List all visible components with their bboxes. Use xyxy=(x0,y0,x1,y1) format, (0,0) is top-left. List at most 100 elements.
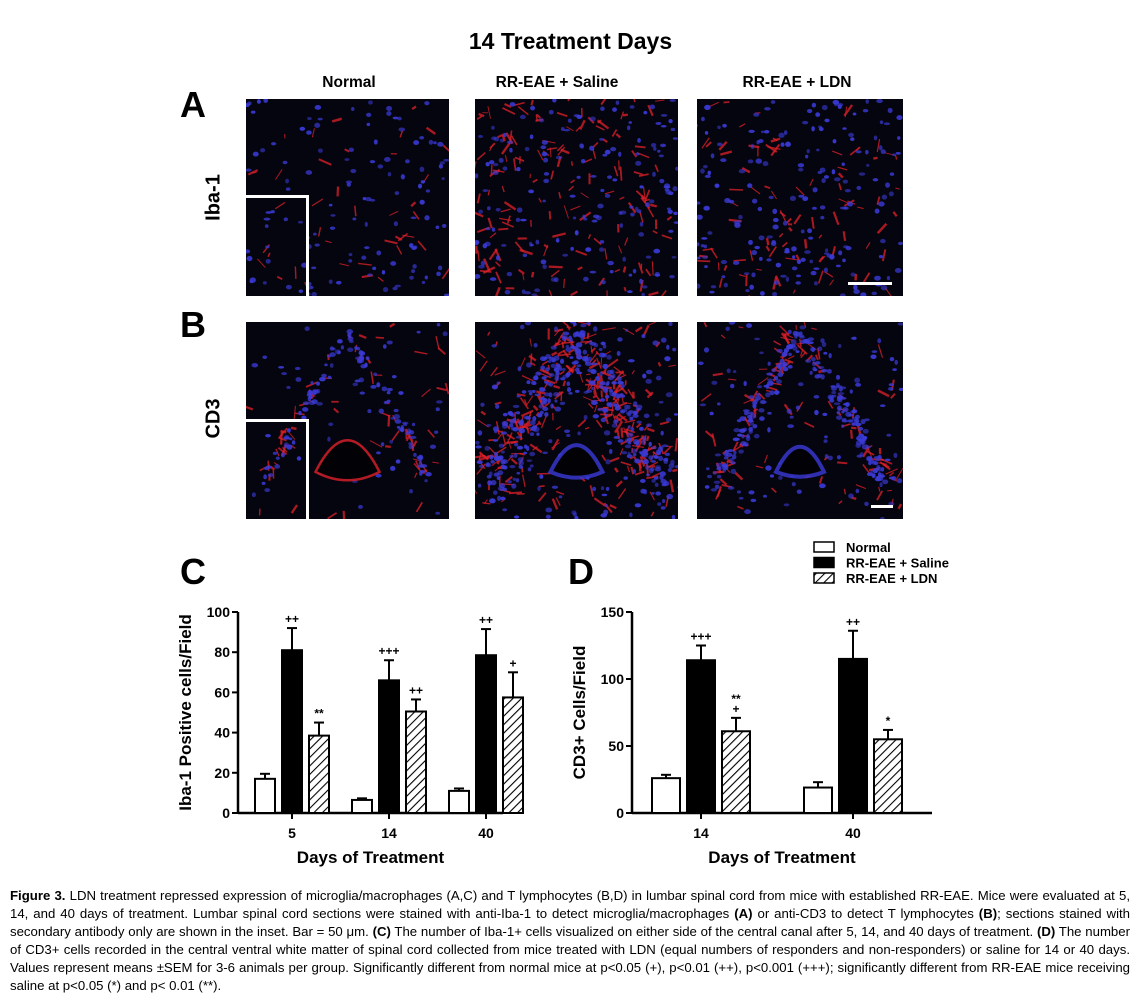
nucleus xyxy=(500,464,506,470)
nucleus xyxy=(408,444,414,450)
stain-red xyxy=(876,138,881,153)
nucleus xyxy=(738,496,744,500)
nucleus xyxy=(302,401,310,406)
nucleus xyxy=(375,473,382,478)
nucleus xyxy=(624,407,628,413)
nucleus xyxy=(817,346,823,352)
nucleus xyxy=(582,214,586,219)
nucleus xyxy=(730,468,737,474)
stain-red xyxy=(490,164,493,175)
nucleus xyxy=(722,468,726,473)
nucleus xyxy=(824,248,829,253)
stain-red xyxy=(818,476,824,484)
nucleus xyxy=(716,462,723,468)
nucleus xyxy=(282,160,288,165)
nucleus xyxy=(560,377,566,381)
stain-red xyxy=(501,185,505,193)
nucleus xyxy=(585,322,592,325)
nucleus xyxy=(554,399,558,403)
stain-red xyxy=(842,231,847,242)
stain-red xyxy=(609,504,617,510)
nucleus xyxy=(419,199,425,205)
nucleus xyxy=(360,351,366,356)
stain-red xyxy=(764,185,771,189)
stain-red xyxy=(829,279,835,286)
nucleus xyxy=(501,431,507,435)
stain-red xyxy=(504,155,508,162)
nucleus xyxy=(759,351,764,355)
stain-red xyxy=(521,375,534,382)
nucleus xyxy=(500,450,505,454)
nucleus xyxy=(892,368,897,372)
nucleus xyxy=(316,402,323,406)
nucleus xyxy=(364,246,370,250)
nucleus xyxy=(704,265,708,269)
nucleus xyxy=(760,130,765,134)
nucleus xyxy=(614,418,619,422)
stain-red xyxy=(633,170,644,176)
nucleus xyxy=(511,483,517,489)
nucleus xyxy=(563,128,571,132)
nucleus xyxy=(645,378,652,384)
stain-red xyxy=(602,327,616,331)
nucleus xyxy=(345,180,353,184)
caption-label: Figure 3. xyxy=(10,888,66,903)
nucleus xyxy=(340,345,345,350)
nucleus xyxy=(612,403,618,407)
nucleus xyxy=(725,326,730,332)
nucleus xyxy=(725,452,733,457)
nucleus xyxy=(280,452,286,458)
stain-red xyxy=(593,390,597,396)
nucleus xyxy=(797,163,805,168)
nucleus xyxy=(767,411,772,415)
bar xyxy=(378,679,400,814)
nucleus xyxy=(665,417,672,423)
nucleus xyxy=(405,159,410,164)
caption-segment: (A) xyxy=(734,906,753,921)
nucleus xyxy=(697,242,700,247)
stain-red xyxy=(635,190,646,200)
nucleus xyxy=(716,474,722,479)
stain-red xyxy=(560,148,570,155)
nucleus xyxy=(416,330,421,334)
nucleus xyxy=(876,465,881,470)
nucleus xyxy=(600,398,606,402)
nucleus xyxy=(739,428,746,433)
nucleus xyxy=(443,158,449,162)
nucleus xyxy=(584,361,592,367)
nucleus xyxy=(514,442,519,447)
nucleus xyxy=(746,323,753,328)
stain-red xyxy=(491,459,500,467)
stain-red xyxy=(384,239,398,245)
nucleus xyxy=(347,332,352,338)
nucleus xyxy=(264,224,269,228)
nucleus xyxy=(498,443,505,448)
nucleus xyxy=(746,433,750,439)
stain-red xyxy=(514,156,525,162)
nucleus xyxy=(658,400,664,404)
nucleus xyxy=(648,455,654,461)
stain-red xyxy=(814,354,819,361)
stain-red xyxy=(554,391,564,400)
nucleus xyxy=(632,268,637,274)
nucleus xyxy=(570,345,575,349)
stain-red xyxy=(601,454,607,462)
stain-red xyxy=(768,246,777,258)
nucleus xyxy=(524,291,531,295)
nucleus xyxy=(425,471,432,477)
stain-red xyxy=(502,107,516,115)
nucleus xyxy=(314,122,321,128)
nucleus xyxy=(492,439,499,442)
nucleus xyxy=(874,477,882,482)
nucleus xyxy=(853,284,858,291)
nucleus xyxy=(539,474,544,479)
nucleus xyxy=(398,391,404,395)
nucleus xyxy=(670,127,676,132)
stain-red xyxy=(732,445,742,452)
nucleus xyxy=(283,444,288,448)
nucleus xyxy=(516,166,521,172)
nucleus xyxy=(881,194,888,200)
nucleus xyxy=(583,276,589,282)
nucleus xyxy=(823,439,828,444)
stain-red xyxy=(620,427,624,438)
